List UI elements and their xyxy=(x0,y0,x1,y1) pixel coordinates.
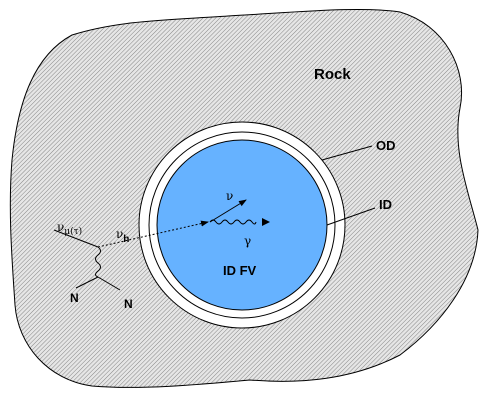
photon-label: γ xyxy=(244,234,251,248)
id-fv-label: ID FV xyxy=(223,263,257,278)
heavy-neutrino-label: νh xyxy=(116,227,129,245)
nucleon-in-line xyxy=(75,276,99,289)
rock-label: Rock xyxy=(314,66,351,83)
incoming-neutrino-label: νμ(τ) xyxy=(57,220,82,237)
nucleon-out-line xyxy=(97,276,121,291)
decay-photon-wiggle xyxy=(209,219,257,225)
nucleon-in-label: N xyxy=(70,291,79,305)
id-leader-line xyxy=(326,207,376,226)
id-label: ID xyxy=(379,197,392,212)
photon-arrowhead xyxy=(262,218,270,226)
heavy-neutrino-path xyxy=(97,220,209,248)
od-label: OD xyxy=(376,138,396,153)
incoming-neutrino-line xyxy=(53,229,99,248)
od-leader-line xyxy=(321,145,373,161)
nucleon-out-label: N xyxy=(124,297,133,311)
decay-neutrino-label: ν xyxy=(226,189,233,203)
inner-detector xyxy=(156,139,328,311)
decay-neutrino-line xyxy=(209,199,247,223)
exchange-boson-wiggle xyxy=(95,246,101,278)
